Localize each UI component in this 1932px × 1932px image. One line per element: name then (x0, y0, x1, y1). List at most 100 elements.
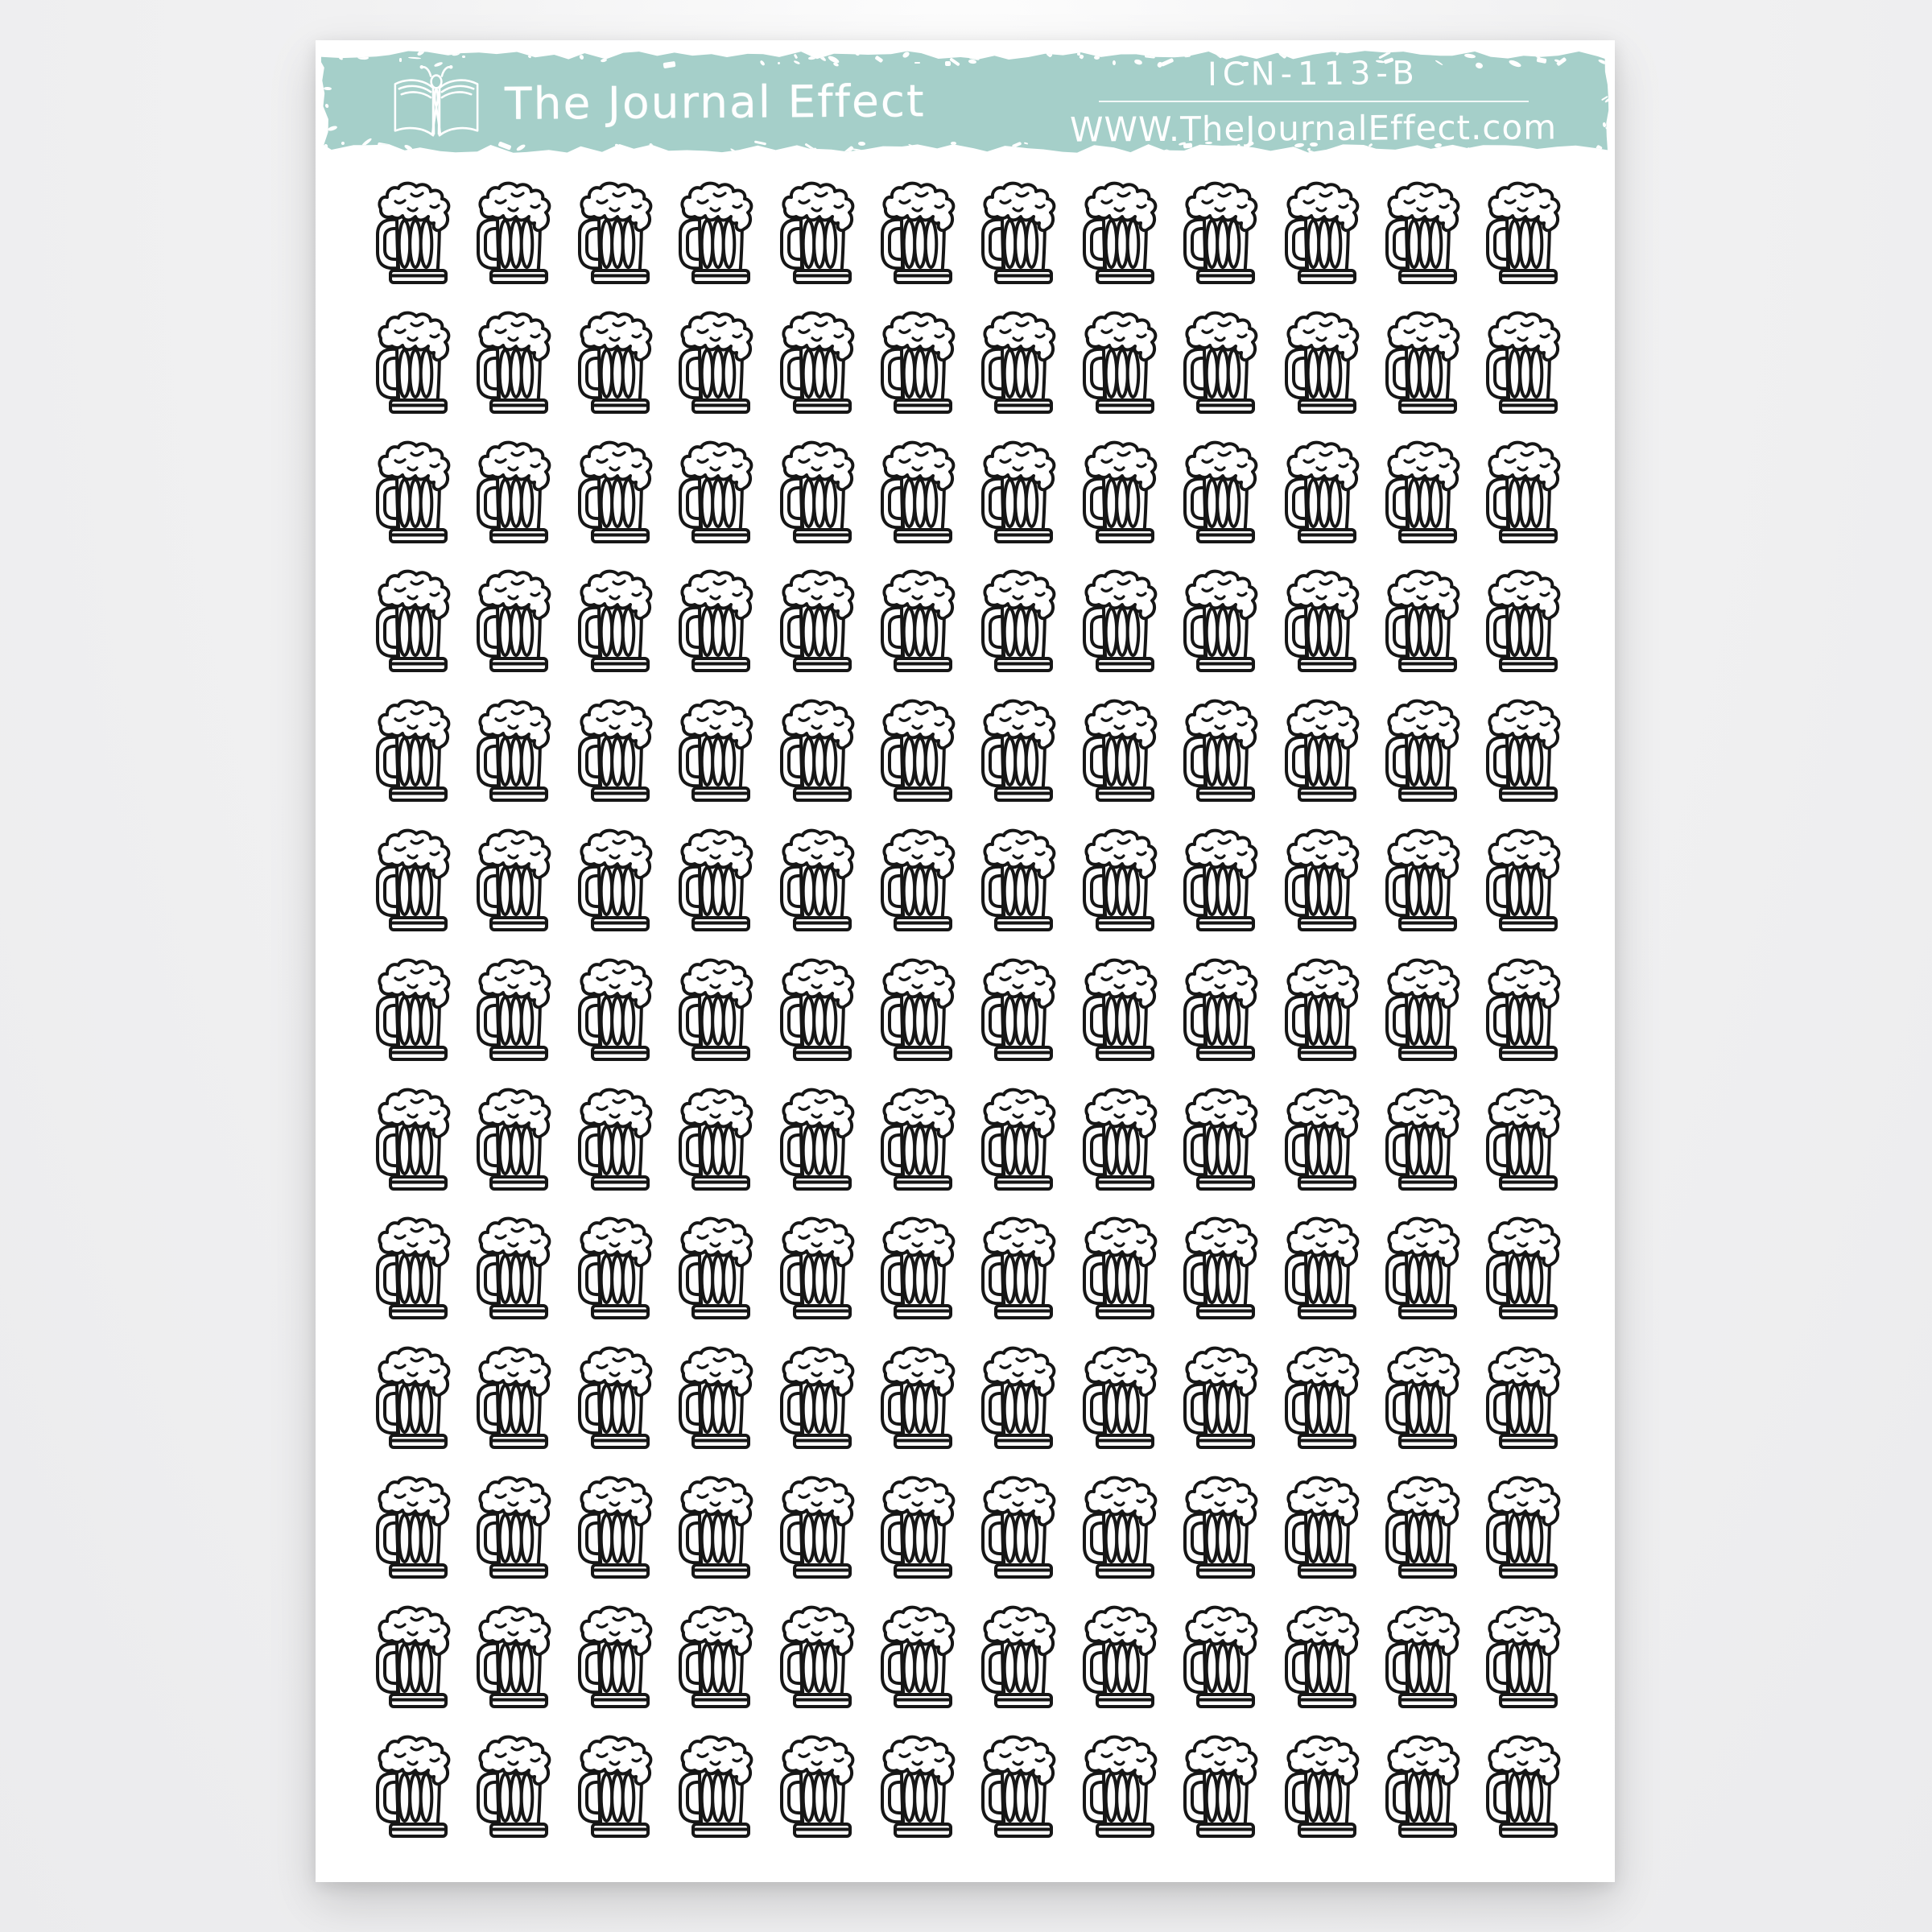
beer-mug-icon (1183, 1088, 1258, 1191)
distressed-edge-speck (1407, 149, 1416, 153)
distressed-edge-speck (679, 151, 684, 153)
beer-mug-icon (1183, 1476, 1258, 1579)
beer-mug-icon (981, 1088, 1056, 1191)
beer-mug-icon (880, 440, 956, 543)
header-band: The Journal Effect ICN-113-B WWW.TheJour… (321, 51, 1609, 153)
beer-mug-icon (477, 958, 551, 1061)
distressed-edge-speck (1023, 141, 1028, 145)
beer-mug-icon (376, 1217, 451, 1320)
beer-mug-icon (779, 181, 854, 284)
distressed-edge-speck (361, 138, 372, 148)
distressed-edge-speck (1597, 58, 1608, 66)
beer-mug-icon (577, 1605, 653, 1708)
beer-mug-icon (1385, 1346, 1460, 1450)
beer-mug-icon (1183, 1217, 1258, 1320)
beer-mug-icon (1284, 1476, 1359, 1579)
beer-mug-icon (779, 1088, 854, 1191)
beer-mug-icon (1284, 181, 1359, 284)
beer-mug-icon (880, 699, 956, 803)
beer-mug-icon (1082, 699, 1158, 803)
beer-mug-icon (1385, 440, 1460, 543)
beer-mug-icon (779, 1476, 854, 1579)
beer-mug-icon (1385, 181, 1460, 284)
distressed-edge-speck (949, 56, 961, 67)
beer-mug-icon (577, 699, 653, 803)
beer-mug-icon (679, 181, 753, 284)
beer-mug-icon (577, 828, 653, 931)
beer-mug-icon (1183, 181, 1258, 284)
beer-mug-icon (679, 1346, 753, 1450)
beer-mug-icon (376, 181, 451, 284)
beer-mug-icon (1486, 1476, 1561, 1579)
beer-mug-icon (880, 181, 956, 284)
distressed-edge-speck (1602, 122, 1606, 127)
beer-mug-icon (1486, 181, 1561, 284)
distressed-edge-speck (968, 59, 976, 64)
distressed-edge-speck (1236, 147, 1245, 153)
distressed-edge-speck (341, 142, 345, 146)
beer-mug-icon (679, 1088, 753, 1191)
distressed-edge-speck (902, 151, 912, 153)
distressed-edge-speck (1320, 150, 1329, 153)
beer-mug-icon (577, 1346, 653, 1450)
beer-mug-icon (1284, 440, 1359, 543)
beer-mug-icon (1183, 1735, 1258, 1838)
beer-mug-icon (477, 1476, 551, 1579)
beer-mug-icon (679, 1605, 753, 1708)
distressed-edge-speck (1467, 147, 1479, 153)
beer-mug-icon (779, 699, 854, 803)
brand-name: The Journal Effect (504, 74, 926, 130)
beer-mug-icon (679, 699, 753, 803)
distressed-edge-speck (1555, 56, 1567, 66)
beer-mug-icon (1385, 570, 1460, 673)
distressed-edge-speck (946, 151, 959, 153)
distressed-edge-speck (992, 150, 1003, 153)
beer-mug-icon (1284, 1346, 1359, 1450)
beer-mug-icon (577, 1217, 653, 1320)
beer-mug-icon (981, 958, 1056, 1061)
beer-mug-icon (477, 1217, 551, 1320)
beer-mug-icon (779, 828, 854, 931)
beer-mug-icon (779, 1217, 854, 1320)
beer-mug-icon (779, 570, 854, 673)
distressed-edge-speck (1608, 151, 1609, 153)
product-code: ICN-113-B (1207, 55, 1421, 93)
beer-mug-icon (880, 958, 956, 1061)
brand: The Journal Effect (389, 51, 926, 153)
distressed-edge-speck (1046, 51, 1053, 58)
beer-mug-icon (1082, 1217, 1158, 1320)
beer-mug-icon (1486, 311, 1561, 414)
beer-mug-icon (1486, 1346, 1561, 1450)
beer-mug-icon (477, 570, 551, 673)
beer-mug-icon (477, 1735, 551, 1838)
distressed-edge-speck (677, 152, 682, 153)
distressed-edge-speck (1554, 59, 1560, 63)
distressed-edge-speck (357, 55, 369, 60)
beer-mug-icon (779, 1346, 854, 1450)
distressed-edge-speck (1596, 144, 1604, 151)
beer-mug-icon (981, 1605, 1056, 1708)
beer-mug-icon (1082, 1476, 1158, 1579)
beer-mug-icon (1082, 311, 1158, 414)
beer-mug-icon (981, 699, 1056, 803)
distressed-edge-speck (1609, 86, 1618, 94)
distressed-edge-speck (338, 56, 343, 61)
beer-mug-icon (880, 311, 956, 414)
beer-mug-icon (1486, 699, 1561, 803)
distressed-edge-speck (543, 51, 548, 56)
beer-mug-icon (1385, 311, 1460, 414)
beer-mug-icon (679, 311, 753, 414)
beer-mug-icon (1082, 1088, 1158, 1191)
beer-mug-icon (679, 958, 753, 1061)
beer-mug-icon (477, 1605, 551, 1708)
distressed-edge-speck (1162, 149, 1166, 153)
beer-mug-icon (1486, 1088, 1561, 1191)
beer-mug-icon (477, 1346, 551, 1450)
beer-mug-icon (577, 1735, 653, 1838)
beer-mug-icon (477, 828, 551, 931)
beer-mug-icon (1082, 828, 1158, 931)
distressed-edge-speck (1500, 150, 1504, 153)
beer-mug-icon (1385, 1217, 1460, 1320)
beer-mug-icon (376, 440, 451, 543)
